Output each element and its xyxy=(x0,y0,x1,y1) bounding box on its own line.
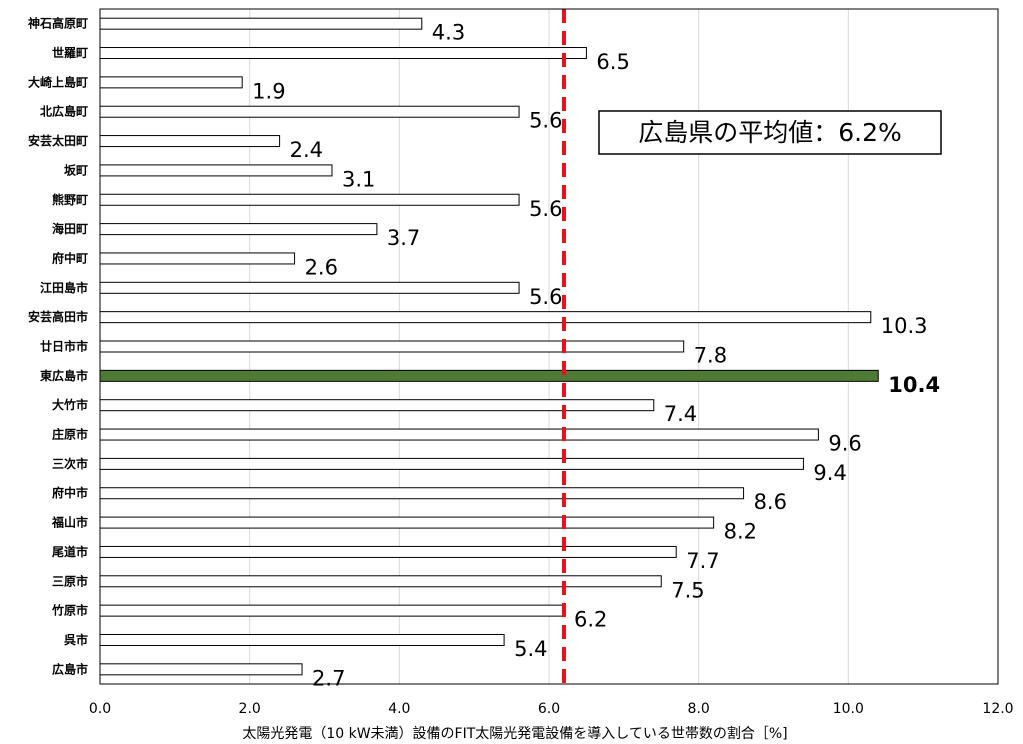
plot-area-border xyxy=(99,8,999,685)
category-label: 呉市 xyxy=(64,632,88,647)
value-label: 7.5 xyxy=(671,578,704,602)
average-callout-text: 広島県の平均値：6.2% xyxy=(638,118,902,147)
category-label: 熊野町 xyxy=(52,192,88,207)
value-label: 8.6 xyxy=(754,490,787,514)
x-tick-label: 10.0 xyxy=(833,701,864,717)
bars xyxy=(99,17,879,676)
value-label: 2.7 xyxy=(312,666,345,690)
value-label: 10.4 xyxy=(888,373,940,397)
category-label: 大崎上島町 xyxy=(28,74,88,89)
bar xyxy=(99,164,333,177)
category-label: 三次市 xyxy=(52,456,88,471)
category-label: 江田島市 xyxy=(40,280,88,295)
category-label: 坂町 xyxy=(64,162,88,177)
bar xyxy=(99,575,662,588)
category-label: 安芸高田市 xyxy=(28,309,88,324)
x-tick-label: 2.0 xyxy=(239,701,261,717)
x-tick-label: 8.0 xyxy=(688,701,710,717)
bar xyxy=(99,487,745,500)
category-label: 福山市 xyxy=(51,515,88,530)
value-label: 6.5 xyxy=(596,50,629,74)
value-label: 5.6 xyxy=(529,285,562,309)
bar xyxy=(99,105,520,118)
bar xyxy=(99,311,872,324)
average-callout-box xyxy=(598,110,942,155)
bar xyxy=(99,76,243,89)
x-tick-labels: 0.0 2.0 4.0 6.0 8.0 10.0 12.0 xyxy=(89,701,1014,717)
category-label: 三原市 xyxy=(52,573,88,588)
bar xyxy=(99,633,505,646)
category-label: 竹原市 xyxy=(51,603,88,618)
bar xyxy=(99,252,296,265)
value-label: 7.7 xyxy=(686,549,719,573)
bar xyxy=(99,516,715,529)
value-label: 1.9 xyxy=(252,79,285,103)
x-tick-label: 4.0 xyxy=(388,701,410,717)
x-tick-label: 12.0 xyxy=(982,701,1013,717)
value-label: 9.4 xyxy=(813,461,846,485)
category-label: 東広島市 xyxy=(40,368,88,383)
bar xyxy=(99,47,587,60)
category-label: 大竹市 xyxy=(52,397,88,412)
bar xyxy=(99,399,655,412)
category-label: 府中市 xyxy=(52,485,88,500)
category-label: 府中町 xyxy=(52,250,88,265)
value-label: 8.2 xyxy=(724,520,757,544)
bar xyxy=(99,223,378,236)
bar xyxy=(99,604,565,617)
value-label: 5.6 xyxy=(529,109,562,133)
category-label: 尾道市 xyxy=(52,544,88,559)
bar xyxy=(99,135,281,148)
value-label: 2.6 xyxy=(305,255,338,279)
value-label: 3.1 xyxy=(342,167,375,191)
average-callout: 広島県の平均値：6.2% xyxy=(598,110,942,155)
category-label: 広島市 xyxy=(52,661,88,676)
value-label: 7.4 xyxy=(664,402,697,426)
bar xyxy=(99,340,685,353)
value-labels: 4.3 6.5 1.9 5.6 2.4 3.1 5.6 3.7 2.6 5.6 10.3 7.8 10.… xyxy=(252,21,940,691)
bar xyxy=(99,369,879,382)
value-label: 3.7 xyxy=(387,226,420,250)
value-label: 4.3 xyxy=(432,21,465,45)
category-label: 海田町 xyxy=(52,221,88,236)
bar xyxy=(99,663,303,676)
category-label: 廿日市市 xyxy=(40,339,88,354)
bar xyxy=(99,428,819,441)
category-label: 世羅町 xyxy=(52,45,88,60)
value-label: 2.4 xyxy=(290,138,323,162)
category-label: 北広島町 xyxy=(40,104,88,119)
x-tick-label: 6.0 xyxy=(538,701,560,717)
value-label: 5.4 xyxy=(514,637,547,661)
bar xyxy=(99,457,804,470)
value-label: 6.2 xyxy=(574,608,607,632)
bar xyxy=(99,17,423,30)
x-tick-label: 0.0 xyxy=(89,701,111,717)
category-label: 神石高原町 xyxy=(28,16,88,31)
value-label: 10.3 xyxy=(881,314,928,338)
category-label: 庄原市 xyxy=(52,427,88,442)
x-axis-title: 太陽光発電（10 kW未満）設備のFIT太陽光発電設備を導入している世帯数の割合… xyxy=(242,725,787,742)
bar xyxy=(99,281,520,294)
bar xyxy=(99,193,520,206)
category-label: 安芸太田町 xyxy=(28,133,88,148)
bar xyxy=(99,545,677,558)
value-label: 7.8 xyxy=(694,344,727,368)
category-labels: 神石高原町世羅町大崎上島町北広島町安芸太田町坂町熊野町海田町府中町江田島市安芸高… xyxy=(28,16,88,677)
value-label: 9.6 xyxy=(828,432,861,456)
value-label: 5.6 xyxy=(529,197,562,221)
